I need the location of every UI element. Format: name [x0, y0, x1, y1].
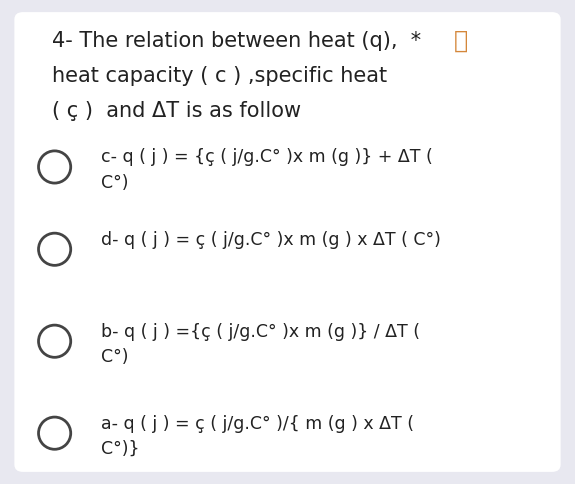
Text: 4- The relation between heat (q),  *: 4- The relation between heat (q), *: [52, 31, 421, 51]
FancyBboxPatch shape: [14, 12, 561, 472]
Text: 🐫: 🐫: [454, 29, 469, 53]
Text: c- q ( j ) = {ç ( j/g.C° )x m (g )} + ΔT (: c- q ( j ) = {ç ( j/g.C° )x m (g )} + ΔT…: [101, 149, 432, 166]
Text: heat capacity ( c ) ,specific heat: heat capacity ( c ) ,specific heat: [52, 66, 387, 86]
Text: b- q ( j ) ={ç ( j/g.C° )x m (g )} / ΔT (: b- q ( j ) ={ç ( j/g.C° )x m (g )} / ΔT …: [101, 323, 420, 341]
Text: ( ç )  and ΔT is as follow: ( ç ) and ΔT is as follow: [52, 101, 301, 121]
Text: a- q ( j ) = ç ( j/g.C° )/{ m (g ) x ΔT (: a- q ( j ) = ç ( j/g.C° )/{ m (g ) x ΔT …: [101, 415, 413, 433]
Text: C°): C°): [101, 348, 128, 366]
Text: C°)}: C°)}: [101, 440, 139, 458]
Text: d- q ( j ) = ç ( j/g.C° )x m (g ) x ΔT ( C°): d- q ( j ) = ç ( j/g.C° )x m (g ) x ΔT (…: [101, 231, 440, 249]
Text: C°): C°): [101, 174, 128, 192]
